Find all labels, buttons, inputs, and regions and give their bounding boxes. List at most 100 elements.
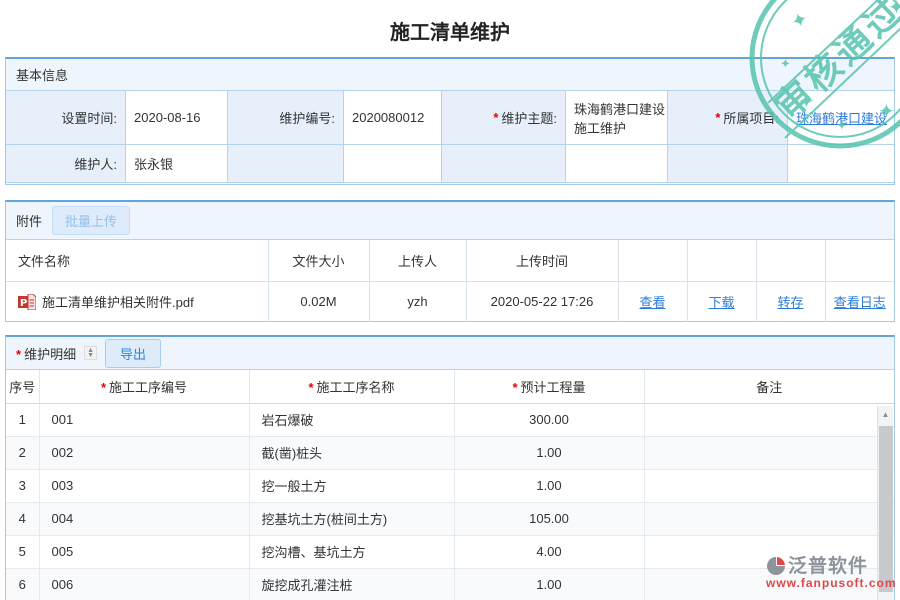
name-cell: 截(凿)桩头 — [249, 436, 455, 470]
attachment-upload-time: 2020-05-22 17:26 — [466, 281, 619, 322]
remark-cell — [644, 403, 894, 437]
project-link[interactable]: 珠海鹤港口建设 — [796, 111, 888, 126]
field-value-maintainer: 张永银 — [126, 145, 228, 183]
vendor-name: 泛普软件 — [788, 555, 869, 577]
name-cell: 挖基坑土方(桩间土方) — [249, 502, 455, 536]
col-process-code: * 施工工序编号 — [39, 370, 250, 404]
quantity-cell: 1.00 — [454, 568, 645, 600]
col-seq: 序号 — [6, 370, 40, 404]
empty-value-cell — [788, 145, 894, 183]
remark-cell — [644, 502, 894, 536]
page-title: 施工清单维护 — [390, 22, 510, 44]
code-cell: 001 — [39, 403, 250, 437]
scrollbar-thumb[interactable] — [879, 426, 893, 592]
attachments-section: 附件 批量上传 文件名称 文件大小 上传人 上传时间 P — [5, 200, 895, 322]
seq-cell: 4 — [6, 502, 40, 536]
field-label-maintainer: 维护人: — [6, 145, 126, 183]
field-label-project: * 所属项目: — [668, 91, 788, 145]
seq-cell: 2 — [6, 436, 40, 470]
code-cell: 005 — [39, 535, 250, 569]
name-cell: 旋挖成孔灌注桩 — [249, 568, 455, 600]
col-remark: 备注 — [644, 370, 894, 404]
code-cell: 006 — [39, 568, 250, 600]
table-row: 6 006 旋挖成孔灌注桩 1.00 — [6, 568, 894, 600]
basic-info-section: 基本信息 设置时间: 2020-08-16 维护编号: 2020080012 *… — [5, 57, 895, 185]
vertical-scrollbar[interactable]: ▲ — [877, 406, 893, 600]
col-action — [825, 240, 894, 282]
field-value-set-time: 2020-08-16 — [126, 91, 228, 145]
remark-cell — [644, 436, 894, 470]
attachments-table: 文件名称 文件大小 上传人 上传时间 P — [6, 240, 894, 322]
required-mark: * — [16, 346, 22, 362]
empty-value-cell — [566, 145, 668, 183]
attachment-file-size: 0.02M — [268, 281, 370, 322]
batch-upload-button[interactable]: 批量上传 — [52, 206, 131, 235]
download-link[interactable]: 下载 — [708, 295, 735, 311]
col-process-name: * 施工工序名称 — [249, 370, 455, 404]
field-value-project: 珠海鹤港口建设 — [788, 91, 894, 145]
basic-info-title: 基本信息 — [16, 68, 69, 83]
table-row: 3 003 挖一般土方 1.00 — [6, 469, 894, 503]
details-header: * 维护明细 ▲ ▼ 导出 — [6, 337, 894, 370]
scroll-up-icon[interactable]: ▲ — [881, 409, 890, 419]
quantity-cell: 4.00 — [454, 535, 645, 569]
code-cell: 004 — [39, 502, 250, 536]
quantity-cell: 105.00 — [454, 502, 645, 536]
quantity-cell: 300.00 — [454, 403, 645, 437]
quantity-cell: 1.00 — [454, 436, 645, 470]
empty-value-cell — [344, 145, 442, 183]
table-row: 1 001 岩石爆破 300.00 — [6, 403, 894, 437]
svg-text:P: P — [20, 298, 27, 309]
sort-toggle-icon[interactable]: ▲ ▼ — [84, 346, 98, 360]
required-mark: * — [715, 110, 721, 125]
required-mark: * — [493, 110, 499, 125]
transfer-link[interactable]: 转存 — [777, 295, 804, 311]
col-uploader: 上传人 — [369, 240, 467, 282]
details-header-row: 序号 * 施工工序编号 * 施工工序名称 * 预计工程量 备注 — [6, 370, 894, 404]
details-table: 序号 * 施工工序编号 * 施工工序名称 * 预计工程量 备注 1 001 岩石爆破 … — [6, 370, 894, 600]
attachments-title: 附件 — [16, 214, 43, 229]
name-cell: 挖一般土方 — [249, 469, 455, 503]
pdf-icon: P — [18, 293, 36, 310]
quantity-cell: 1.00 — [454, 469, 645, 503]
seq-cell: 6 — [6, 568, 40, 600]
export-button[interactable]: 导出 — [105, 338, 162, 368]
details-section: * 维护明细 ▲ ▼ 导出 序号 * 施工工序编号 * 施工工序名称 * 预计工程量 备注… — [5, 335, 895, 600]
field-label-maintenance-no: 维护编号: — [228, 91, 344, 145]
details-title: 维护明细 — [24, 346, 77, 362]
attachments-header: 附件 批量上传 — [6, 202, 894, 240]
empty-label-cell — [668, 145, 788, 183]
name-cell: 岩石爆破 — [249, 403, 455, 437]
field-label-maintenance-topic: * 维护主题: — [442, 91, 566, 145]
col-upload-time: 上传时间 — [466, 240, 619, 282]
table-row: 5 005 挖沟槽、基坑土方 4.00 — [6, 535, 894, 569]
remark-cell — [644, 469, 894, 503]
table-row: 2 002 截(凿)桩头 1.00 — [6, 436, 894, 470]
empty-label-cell — [228, 145, 344, 183]
basic-info-grid: 设置时间: 2020-08-16 维护编号: 2020080012 * 维护主题… — [6, 91, 894, 183]
attachment-row: P 施工清单维护相关附件.pdf 0.02M yzh 2020-05-22 17… — [6, 281, 894, 322]
col-action — [756, 240, 826, 282]
field-label-set-time: 设置时间: — [6, 91, 126, 145]
remark-cell — [644, 568, 894, 600]
fanpu-logo-icon — [767, 557, 785, 575]
view-log-link[interactable]: 查看日志 — [833, 295, 886, 311]
col-quantity: * 预计工程量 — [454, 370, 645, 404]
field-value-maintenance-no: 2020080012 — [344, 91, 442, 145]
col-action — [618, 240, 688, 282]
empty-label-cell — [442, 145, 566, 183]
code-cell: 002 — [39, 436, 250, 470]
seq-cell: 5 — [6, 535, 40, 569]
basic-info-header: 基本信息 — [6, 59, 894, 91]
col-file-size: 文件大小 — [268, 240, 370, 282]
attachment-file-name: 施工清单维护相关附件.pdf — [42, 295, 194, 311]
col-action — [687, 240, 757, 282]
vendor-url: www.fanpusoft.com — [766, 576, 897, 590]
seq-cell: 1 — [6, 403, 40, 437]
attachment-uploader: yzh — [369, 281, 467, 322]
attachments-header-row: 文件名称 文件大小 上传人 上传时间 — [6, 240, 894, 282]
view-link[interactable]: 查看 — [639, 295, 666, 311]
vendor-watermark: 泛普软件 www.fanpusoft.com — [766, 556, 897, 591]
field-value-maintenance-topic: 珠海鹤港口建设施工维护 — [566, 91, 668, 145]
table-row: 4 004 挖基坑土方(桩间土方) 105.00 — [6, 502, 894, 536]
